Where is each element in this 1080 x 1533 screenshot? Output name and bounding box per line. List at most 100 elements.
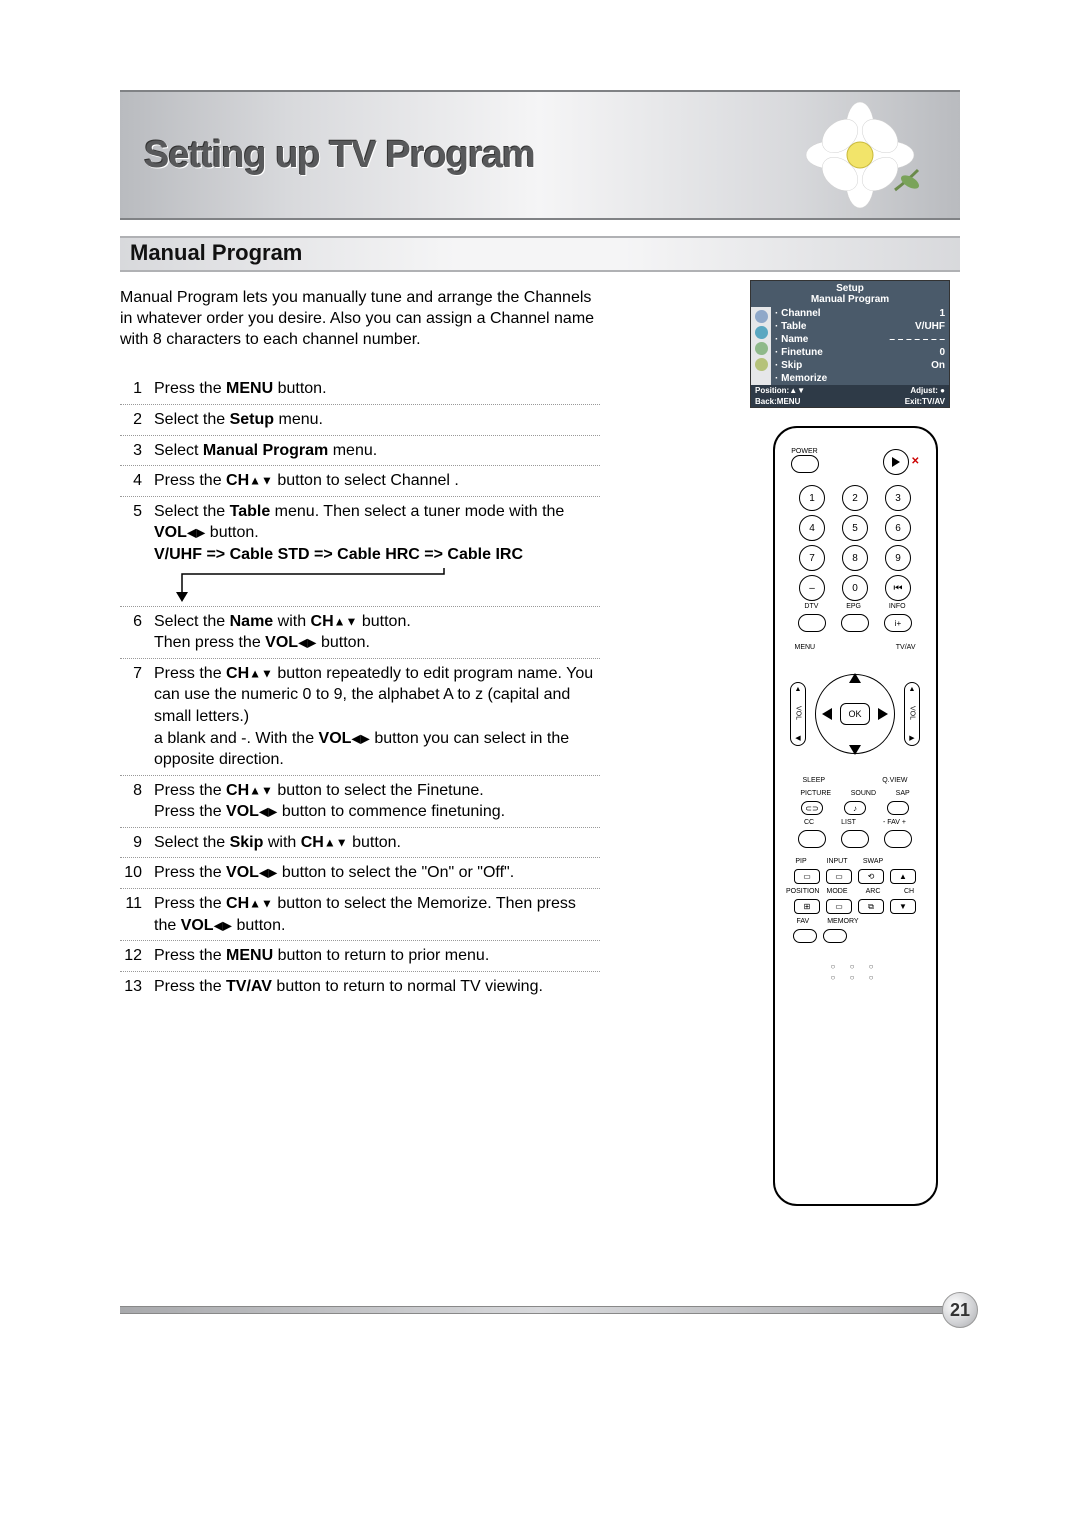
grid-label: ARC (858, 888, 888, 895)
epg-button[interactable] (841, 614, 869, 632)
page-title: Setting up TV Program (144, 134, 535, 177)
step-item: 9Select the Skip with CH▲▼ button. (120, 828, 600, 859)
osd-row-label: · Memorize (775, 373, 827, 384)
osd-row: · SkipOn (771, 359, 949, 372)
grid-button[interactable]: ▭ (794, 869, 820, 884)
numpad-button[interactable]: 2 (842, 485, 868, 511)
step-number: 11 (120, 893, 154, 936)
numpad-button[interactable]: 8 (842, 545, 868, 571)
step-text: Press the CH▲▼ button repeatedly to edit… (154, 663, 600, 771)
step-text: Select the Name with CH▲▼ button.Then pr… (154, 611, 600, 654)
sleep-label: SLEEP (803, 777, 826, 784)
dtv-button[interactable] (798, 614, 826, 632)
osd-row-value: – – – – – – – (889, 334, 945, 345)
page-number-badge: 21 (942, 1292, 978, 1328)
osd-row: · Channel1 (771, 307, 949, 320)
osd-menu: Setup Manual Program · Channel1· TableV/… (750, 280, 950, 408)
grid-button[interactable]: ⊞ (794, 899, 820, 914)
flower-decoration (800, 100, 920, 210)
osd-category-icon (755, 310, 768, 323)
grid-button[interactable]: ▭ (826, 899, 852, 914)
dtv-label: DTV (804, 603, 818, 610)
mute-x-icon: ✕ (911, 456, 919, 467)
section-heading-band: Manual Program (120, 236, 960, 272)
numpad-button[interactable]: 6 (885, 515, 911, 541)
nav-left-icon[interactable] (822, 708, 832, 720)
mute-button[interactable] (883, 449, 909, 475)
numpad-button[interactable]: 5 (842, 515, 868, 541)
qview-label: Q.VIEW (882, 777, 907, 784)
grid-label: PIP (786, 858, 816, 865)
picture-button[interactable]: ⊂⊃ (801, 801, 823, 815)
numpad-button[interactable]: 3 (885, 485, 911, 511)
sound-button[interactable]: ♪ (844, 801, 866, 815)
osd-category-icon (755, 326, 768, 339)
osd-footer: Position:▲▼ Adjust: ● (751, 385, 949, 396)
grid-button[interactable]: ▼ (890, 899, 916, 914)
step-text: Press the VOL◀▶ button to select the "On… (154, 862, 600, 884)
ok-button[interactable]: OK (840, 703, 870, 725)
nav-pad[interactable]: ▲VOL◀ ▲VOL▶ OK (790, 659, 920, 769)
numpad-button[interactable]: 0 (842, 575, 868, 601)
cc-button[interactable] (798, 830, 826, 848)
nav-down-icon[interactable] (849, 745, 861, 755)
page-header: Setting up TV Program (120, 90, 960, 220)
osd-foot-right2: Exit:TV/AV (905, 397, 945, 406)
info-button[interactable]: i+ (884, 614, 912, 632)
picture-label: PICTURE (800, 790, 831, 797)
numpad-button[interactable]: 1 (799, 485, 825, 511)
nav-up-icon[interactable] (849, 673, 861, 683)
step-number: 3 (120, 440, 154, 462)
grid-label: CH (894, 888, 924, 895)
numpad-sublabels: DTV EPG INFO (791, 603, 920, 610)
osd-title: Setup Manual Program (751, 281, 949, 307)
osd-row: · Finetune0 (771, 346, 949, 359)
tvav-label: TV/AV (896, 644, 916, 651)
step-number: 6 (120, 611, 154, 654)
osd-footer2: Back:MENU Exit:TV/AV (751, 396, 949, 407)
grid-button[interactable]: ⧉ (858, 899, 884, 914)
power-button[interactable] (791, 455, 819, 473)
memory-small-button[interactable] (823, 929, 847, 943)
vol-up-pill[interactable]: ▲VOL▶ (904, 682, 920, 746)
numpad-button[interactable]: 4 (799, 515, 825, 541)
osd-row-label: · Finetune (775, 347, 823, 358)
step-number: 8 (120, 780, 154, 823)
nav-right-icon[interactable] (878, 708, 888, 720)
sap-button[interactable] (887, 801, 909, 815)
osd-row: · Memorize (771, 372, 949, 385)
grid-button[interactable]: ⟲ (858, 869, 884, 884)
numpad-button[interactable]: – (799, 575, 825, 601)
osd-row-label: · Channel (775, 308, 821, 319)
numpad-button[interactable]: ⏮ (885, 575, 911, 601)
numpad-button[interactable]: 7 (799, 545, 825, 571)
fav-button[interactable] (884, 830, 912, 848)
osd-category-icon (755, 358, 768, 371)
step-text: Press the TV/AV button to return to norm… (154, 976, 600, 998)
osd-foot-left2: Back:MENU (755, 397, 800, 406)
grid-button[interactable]: ▲ (890, 869, 916, 884)
step-number: 12 (120, 945, 154, 967)
step-item: 12Press the MENU button to return to pri… (120, 941, 600, 972)
step-item: 7Press the CH▲▼ button repeatedly to edi… (120, 659, 600, 776)
fav-label: - FAV + (883, 819, 906, 826)
remote-illustration: POWER ✕ 123456789–0⏮ DTV EPG INFO (750, 426, 960, 1206)
info-label: INFO (889, 603, 906, 610)
step-text: Press the CH▲▼ button to select the Fine… (154, 780, 600, 823)
grid-button[interactable]: ▭ (826, 869, 852, 884)
osd-category-icon (755, 342, 768, 355)
numpad-button[interactable]: 9 (885, 545, 911, 571)
step-item: 3Select Manual Program menu. (120, 436, 600, 467)
osd-title-line2: Manual Program (751, 294, 949, 305)
osd-icon-column (751, 307, 771, 385)
vol-down-pill[interactable]: ▲VOL◀ (790, 682, 806, 746)
step-text: Select the Table menu. Then select a tun… (154, 501, 600, 602)
list-button[interactable] (841, 830, 869, 848)
step-number: 7 (120, 663, 154, 771)
grid-label: MODE (822, 888, 852, 895)
step-text: Select the Skip with CH▲▼ button. (154, 832, 600, 854)
grid-label: INPUT (822, 858, 852, 865)
step-item: 11Press the CH▲▼ button to select the Me… (120, 889, 600, 941)
grid-label: POSITION (786, 888, 816, 895)
fav-small-button[interactable] (793, 929, 817, 943)
